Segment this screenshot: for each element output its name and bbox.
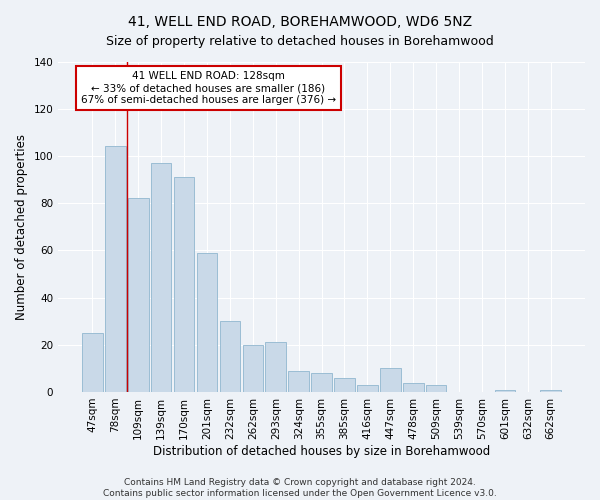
X-axis label: Distribution of detached houses by size in Borehamwood: Distribution of detached houses by size … [153, 444, 490, 458]
Y-axis label: Number of detached properties: Number of detached properties [15, 134, 28, 320]
Bar [334, 378, 355, 392]
Bar [174, 177, 194, 392]
Bar [197, 252, 217, 392]
Bar [220, 321, 240, 392]
Bar [426, 385, 446, 392]
Bar [403, 382, 424, 392]
Text: Size of property relative to detached houses in Borehamwood: Size of property relative to detached ho… [106, 35, 494, 48]
Bar [494, 390, 515, 392]
Bar [311, 373, 332, 392]
Text: Contains HM Land Registry data © Crown copyright and database right 2024.
Contai: Contains HM Land Registry data © Crown c… [103, 478, 497, 498]
Bar [265, 342, 286, 392]
Bar [151, 163, 172, 392]
Bar [128, 198, 149, 392]
Bar [289, 370, 309, 392]
Bar [82, 333, 103, 392]
Bar [242, 345, 263, 392]
Bar [105, 146, 125, 392]
Text: 41, WELL END ROAD, BOREHAMWOOD, WD6 5NZ: 41, WELL END ROAD, BOREHAMWOOD, WD6 5NZ [128, 15, 472, 29]
Bar [380, 368, 401, 392]
Text: 41 WELL END ROAD: 128sqm
← 33% of detached houses are smaller (186)
67% of semi-: 41 WELL END ROAD: 128sqm ← 33% of detach… [81, 72, 336, 104]
Bar [541, 390, 561, 392]
Bar [357, 385, 378, 392]
